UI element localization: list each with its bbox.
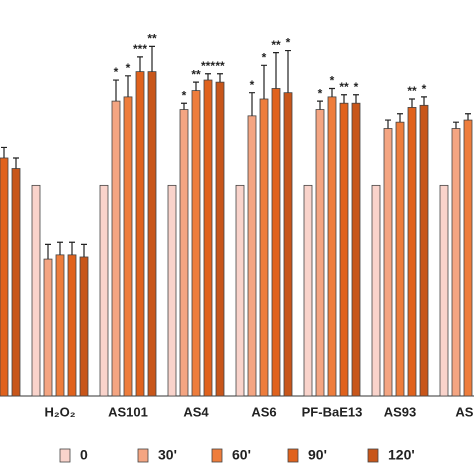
error-bar xyxy=(353,94,359,104)
bar xyxy=(247,115,257,397)
bar xyxy=(439,184,449,397)
error-bar xyxy=(341,94,347,104)
x-tick-label: AS6 xyxy=(251,404,276,419)
bar xyxy=(235,184,245,397)
legend-label: 120' xyxy=(388,447,415,463)
error-bar xyxy=(137,56,143,72)
error-bar xyxy=(81,243,87,257)
significance: ** xyxy=(271,38,281,52)
error-bar xyxy=(205,73,211,81)
bar xyxy=(315,109,325,397)
bar xyxy=(451,128,461,397)
bar xyxy=(55,254,65,397)
legend-label: 60' xyxy=(232,447,251,463)
significance: * xyxy=(422,82,427,96)
bar xyxy=(371,184,381,397)
x-tick-label: H₂O₂ xyxy=(44,404,75,419)
error-bar xyxy=(409,98,415,108)
bar xyxy=(167,184,177,397)
significance: ** xyxy=(339,80,349,94)
bar xyxy=(11,168,21,397)
legend-label: 30' xyxy=(158,447,177,463)
bar xyxy=(419,104,429,397)
bar xyxy=(283,92,293,397)
error-bar xyxy=(261,64,267,99)
x-tick-label: PF-BaE13 xyxy=(302,404,363,419)
bar xyxy=(111,100,121,397)
significance: * xyxy=(114,65,119,79)
significance: * xyxy=(354,80,359,94)
bar xyxy=(351,102,361,397)
bar xyxy=(271,88,281,397)
bar xyxy=(179,109,189,397)
error-bar xyxy=(125,75,131,97)
significance: * xyxy=(182,88,187,102)
error-bar xyxy=(465,113,471,121)
significance: *** xyxy=(133,42,147,56)
error-bar xyxy=(397,113,403,123)
bar xyxy=(259,98,269,397)
error-bar xyxy=(217,73,223,83)
bar xyxy=(99,184,109,397)
bar xyxy=(383,128,393,397)
significance: ** xyxy=(191,67,201,81)
significance: * xyxy=(250,78,255,92)
bar xyxy=(407,107,417,397)
legend-swatch xyxy=(367,448,379,463)
error-bar xyxy=(317,100,323,110)
legend-swatch xyxy=(137,448,149,463)
error-bar xyxy=(57,241,63,255)
bar xyxy=(147,71,157,397)
error-bar xyxy=(1,146,7,158)
significance: ** xyxy=(407,84,417,98)
significance: * xyxy=(262,50,267,64)
error-bar xyxy=(385,119,391,129)
error-bar xyxy=(181,102,187,110)
error-bar xyxy=(149,45,155,72)
bar xyxy=(215,81,225,397)
bar xyxy=(0,157,9,397)
bar xyxy=(203,79,213,397)
bar xyxy=(67,254,77,397)
bar xyxy=(43,258,53,397)
error-bar xyxy=(193,81,199,91)
x-tick-label: AS1 xyxy=(455,404,474,419)
error-bar xyxy=(285,49,291,93)
error-bar xyxy=(45,243,51,260)
bar xyxy=(463,119,473,397)
significance: * xyxy=(330,74,335,88)
error-bar xyxy=(453,121,459,129)
bar xyxy=(303,184,313,397)
error-bar xyxy=(13,157,19,169)
legend-swatch xyxy=(59,448,71,463)
legend-label: 90' xyxy=(308,447,327,463)
bar xyxy=(339,102,349,397)
legend-swatch xyxy=(211,448,223,463)
error-bar xyxy=(249,92,255,116)
bar xyxy=(123,96,133,397)
significance: *** xyxy=(201,59,215,73)
bar xyxy=(135,71,145,397)
bar xyxy=(191,90,201,397)
x-tick-label: AS4 xyxy=(183,404,209,419)
legend-label: 0 xyxy=(80,447,88,463)
x-tick-label: AS93 xyxy=(384,404,417,419)
significance: * xyxy=(318,86,323,100)
significance: * xyxy=(286,36,291,50)
error-bar xyxy=(273,52,279,89)
error-bar xyxy=(113,79,119,102)
error-bar xyxy=(329,87,335,97)
bar xyxy=(79,256,89,397)
x-tick-label: AS101 xyxy=(108,404,148,419)
error-bar xyxy=(69,241,75,255)
significance: ** xyxy=(215,59,225,73)
bar xyxy=(327,96,337,397)
significance: * xyxy=(126,61,131,75)
legend-swatch xyxy=(287,448,299,463)
significance: ** xyxy=(147,32,157,46)
bar xyxy=(395,121,405,397)
error-bar xyxy=(421,96,427,106)
bar xyxy=(31,184,41,397)
